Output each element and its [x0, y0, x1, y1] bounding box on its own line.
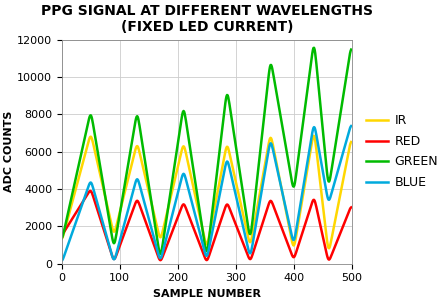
IR — [343, 166, 348, 170]
RED — [297, 238, 303, 242]
Line: BLUE: BLUE — [62, 126, 351, 261]
RED — [217, 223, 222, 226]
RED — [233, 221, 238, 225]
RED — [87, 189, 93, 193]
GREEN — [216, 154, 222, 158]
RED — [158, 258, 163, 262]
GREEN — [349, 48, 354, 52]
BLUE — [198, 236, 204, 239]
Line: IR: IR — [62, 136, 351, 248]
GREEN — [297, 147, 302, 151]
Y-axis label: ADC COUNTS: ADC COUNTS — [4, 111, 14, 192]
BLUE — [231, 186, 237, 189]
X-axis label: SAMPLE NUMBER: SAMPLE NUMBER — [153, 289, 261, 299]
IR — [296, 218, 302, 221]
RED — [59, 233, 65, 236]
BLUE — [341, 147, 347, 150]
Title: PPG SIGNAL AT DIFFERENT WAVELENGTHS
(FIXED LED CURRENT): PPG SIGNAL AT DIFFERENT WAVELENGTHS (FIX… — [41, 4, 373, 34]
GREEN — [311, 46, 317, 50]
BLUE — [215, 199, 221, 203]
GREEN — [59, 236, 65, 240]
GREEN — [343, 80, 348, 84]
IR — [198, 220, 204, 224]
RED — [343, 218, 348, 222]
BLUE — [197, 229, 202, 232]
IR — [231, 172, 237, 175]
Line: GREEN: GREEN — [62, 48, 351, 254]
IR — [349, 140, 354, 144]
IR — [59, 237, 65, 241]
BLUE — [59, 259, 65, 262]
GREEN — [232, 136, 237, 140]
GREEN — [158, 252, 163, 256]
IR — [197, 212, 202, 216]
GREEN — [199, 222, 204, 225]
RED — [198, 244, 203, 248]
IR — [327, 246, 332, 250]
IR — [215, 186, 221, 190]
IR — [311, 134, 317, 138]
GREEN — [197, 210, 202, 214]
RED — [199, 249, 205, 252]
BLUE — [296, 211, 302, 215]
RED — [349, 206, 354, 209]
Line: RED: RED — [62, 191, 351, 260]
BLUE — [349, 124, 354, 128]
Legend: IR, RED, GREEN, BLUE: IR, RED, GREEN, BLUE — [361, 109, 443, 194]
